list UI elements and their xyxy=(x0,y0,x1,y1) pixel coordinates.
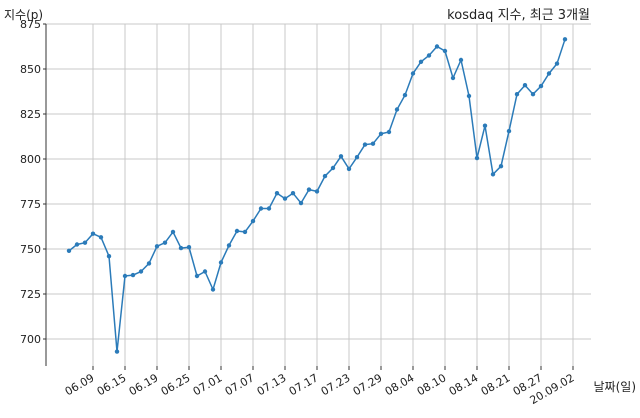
x-tick-label: 08.04 xyxy=(383,371,417,398)
data-point xyxy=(66,248,72,253)
x-tick-label: 08.10 xyxy=(415,371,449,398)
data-point xyxy=(322,173,328,179)
data-point xyxy=(106,254,112,259)
axes xyxy=(43,23,574,370)
data-point xyxy=(506,128,512,134)
data-point xyxy=(378,131,384,136)
x-tick-label: 06.09 xyxy=(63,371,97,398)
grid-lines xyxy=(46,23,591,366)
data-point xyxy=(466,93,472,99)
x-tick-label: 07.07 xyxy=(223,371,257,398)
data-point xyxy=(522,83,528,88)
data-point xyxy=(402,92,408,98)
data-point xyxy=(474,155,480,161)
x-tick-label: 06.19 xyxy=(127,371,161,398)
data-point xyxy=(170,229,176,235)
data-point xyxy=(138,269,144,274)
x-tick-label: 07.29 xyxy=(351,371,385,398)
y-tick-label: 775 xyxy=(20,198,41,211)
data-point xyxy=(562,37,568,42)
data-point xyxy=(154,244,160,249)
data-point xyxy=(234,228,240,234)
data-point xyxy=(178,245,184,251)
data-point xyxy=(210,287,216,292)
data-point xyxy=(274,191,280,196)
data-point xyxy=(394,107,400,112)
x-tick-label: 08.21 xyxy=(479,371,513,398)
data-point xyxy=(338,154,344,159)
data-point xyxy=(74,242,80,247)
y-tick-label: 725 xyxy=(20,288,41,301)
y-tick-label: 875 xyxy=(20,18,41,31)
y-tick-label: 800 xyxy=(20,153,41,166)
y-tick-label: 700 xyxy=(20,333,41,346)
data-points xyxy=(66,37,568,354)
data-point xyxy=(306,187,312,192)
x-tick-label: 06.15 xyxy=(95,371,129,398)
data-point xyxy=(250,218,256,224)
data-point xyxy=(426,53,432,58)
data-point xyxy=(122,273,128,279)
data-point xyxy=(266,206,272,211)
data-point xyxy=(554,61,560,66)
data-point xyxy=(498,164,504,169)
y-axis-label: 지수(p) xyxy=(4,8,43,22)
x-tick-label: 07.01 xyxy=(191,371,225,398)
data-point xyxy=(530,92,536,97)
x-tick-label: 07.17 xyxy=(287,371,321,398)
data-point xyxy=(490,172,496,177)
data-point xyxy=(354,155,360,160)
data-point xyxy=(226,243,232,248)
data-point xyxy=(242,229,248,235)
data-point xyxy=(514,92,520,97)
chart-title: kosdaq 지수, 최근 3개월 xyxy=(447,8,590,23)
data-point xyxy=(290,191,296,196)
data-point xyxy=(546,71,552,76)
data-point xyxy=(186,245,192,250)
data-point xyxy=(362,142,368,147)
x-tick-label: 07.23 xyxy=(319,371,353,398)
data-point xyxy=(410,71,416,76)
y-tick-label: 850 xyxy=(20,63,41,76)
data-point xyxy=(98,235,104,240)
data-point xyxy=(298,200,304,206)
x-tick-label: 07.13 xyxy=(255,371,289,398)
data-point xyxy=(194,273,200,279)
y-tick-label: 825 xyxy=(20,108,41,121)
data-point xyxy=(418,59,424,64)
data-point xyxy=(82,240,88,245)
data-point xyxy=(314,189,320,194)
data-point xyxy=(218,260,224,265)
data-point xyxy=(202,269,208,274)
x-tick-labels: 06.0906.1506.1906.2507.0107.0707.1307.17… xyxy=(63,371,577,407)
data-point xyxy=(386,129,392,135)
data-point xyxy=(330,165,336,171)
data-point xyxy=(434,44,440,49)
data-point xyxy=(258,206,264,211)
data-point xyxy=(450,75,456,81)
x-tick-label: 08.14 xyxy=(447,371,481,398)
data-point xyxy=(458,57,464,63)
data-point xyxy=(370,141,376,146)
data-point xyxy=(282,196,288,201)
data-point xyxy=(114,349,120,354)
data-point xyxy=(130,272,136,278)
data-point xyxy=(146,261,152,266)
data-point xyxy=(442,48,448,54)
y-tick-labels: 700 725 750 775 800 825 850 875 xyxy=(20,18,41,346)
data-point xyxy=(162,240,168,245)
x-tick-label: 06.25 xyxy=(159,371,193,398)
data-point xyxy=(90,231,96,236)
data-point xyxy=(346,166,352,172)
data-point xyxy=(482,123,488,128)
x-axis-label: 날짜(일) xyxy=(594,380,636,394)
data-point xyxy=(538,83,544,89)
y-tick-label: 750 xyxy=(20,243,41,256)
